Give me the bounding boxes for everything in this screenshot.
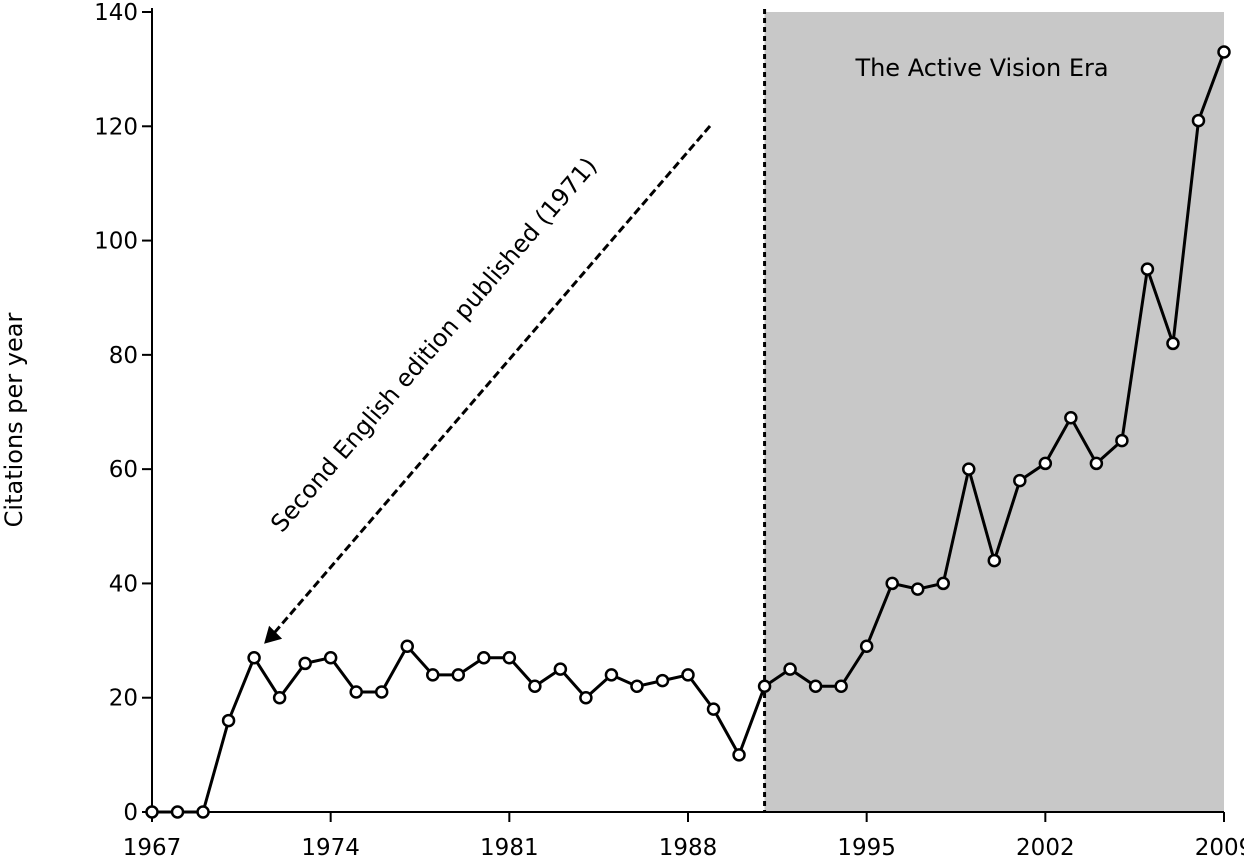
y-tick-label: 80	[109, 343, 138, 369]
y-axis-label: Citations per year	[0, 313, 28, 528]
data-point-2007	[1166, 336, 1180, 351]
data-point-1998	[936, 576, 950, 591]
data-point-1980	[477, 650, 491, 665]
shaded-region	[764, 12, 1224, 812]
data-point-1976	[374, 685, 389, 699]
annotation-text: Second English edition published (1971)	[265, 152, 603, 538]
data-point-1988	[681, 668, 695, 682]
data-point-1993	[808, 679, 823, 694]
data-point-2004	[1089, 456, 1104, 471]
data-point-1999	[962, 462, 976, 476]
data-point-1981	[502, 650, 517, 665]
data-point-1977	[400, 639, 414, 654]
data-point-1969	[196, 805, 210, 819]
data-point-1968	[170, 805, 185, 819]
data-point-1978	[426, 668, 440, 682]
data-point-1989	[706, 702, 721, 716]
data-point-2002	[1038, 456, 1053, 471]
data-point-1973	[298, 656, 312, 671]
data-point-2000	[987, 553, 1002, 568]
data-point-1975	[349, 685, 363, 699]
y-tick-label: 0	[123, 800, 138, 826]
data-point-1994	[834, 679, 848, 694]
annotation-arrow-line	[268, 125, 712, 639]
data-point-1984	[579, 690, 593, 705]
data-point-2003	[1064, 410, 1078, 425]
data-point-1970	[221, 713, 236, 728]
data-point-1986	[630, 679, 644, 694]
data-point-1979	[451, 668, 466, 682]
annotation-arrowhead	[264, 625, 283, 644]
data-point-1967	[145, 805, 159, 819]
data-point-1985	[604, 668, 619, 682]
x-tick-label: 1967	[123, 835, 182, 860]
data-point-1992	[783, 662, 797, 676]
data-point-1982	[528, 679, 542, 694]
x-tick-label: 2002	[1016, 835, 1075, 860]
x-tick-label: 1995	[837, 835, 896, 860]
y-tick-label: 40	[109, 571, 138, 597]
data-point-1997	[910, 582, 925, 596]
y-tick-label: 100	[94, 229, 138, 255]
x-tick-label: 2009	[1195, 835, 1244, 860]
data-point-1991	[757, 679, 772, 694]
data-point-2009	[1217, 45, 1231, 59]
y-tick-label: 60	[109, 457, 138, 483]
shaded-region-label: The Active Vision Era	[854, 54, 1108, 82]
data-point-2006	[1140, 262, 1155, 276]
y-tick-label: 140	[94, 0, 138, 26]
y-tick-label: 120	[94, 114, 138, 140]
data-point-1996	[885, 576, 899, 591]
data-point-1974	[323, 650, 338, 665]
y-tick-label: 20	[109, 686, 138, 712]
data-point-1972	[272, 690, 287, 705]
x-tick-label: 1981	[480, 835, 539, 860]
data-point-2001	[1013, 473, 1027, 488]
data-point-1987	[655, 673, 670, 688]
data-point-1995	[859, 639, 874, 654]
data-point-2005	[1115, 433, 1129, 448]
x-tick-label: 1974	[301, 835, 360, 860]
data-point-1990	[732, 748, 746, 762]
x-tick-label: 1988	[659, 835, 718, 860]
data-point-1971	[247, 650, 261, 665]
data-point-1983	[553, 662, 568, 676]
data-point-2008	[1191, 113, 1206, 128]
